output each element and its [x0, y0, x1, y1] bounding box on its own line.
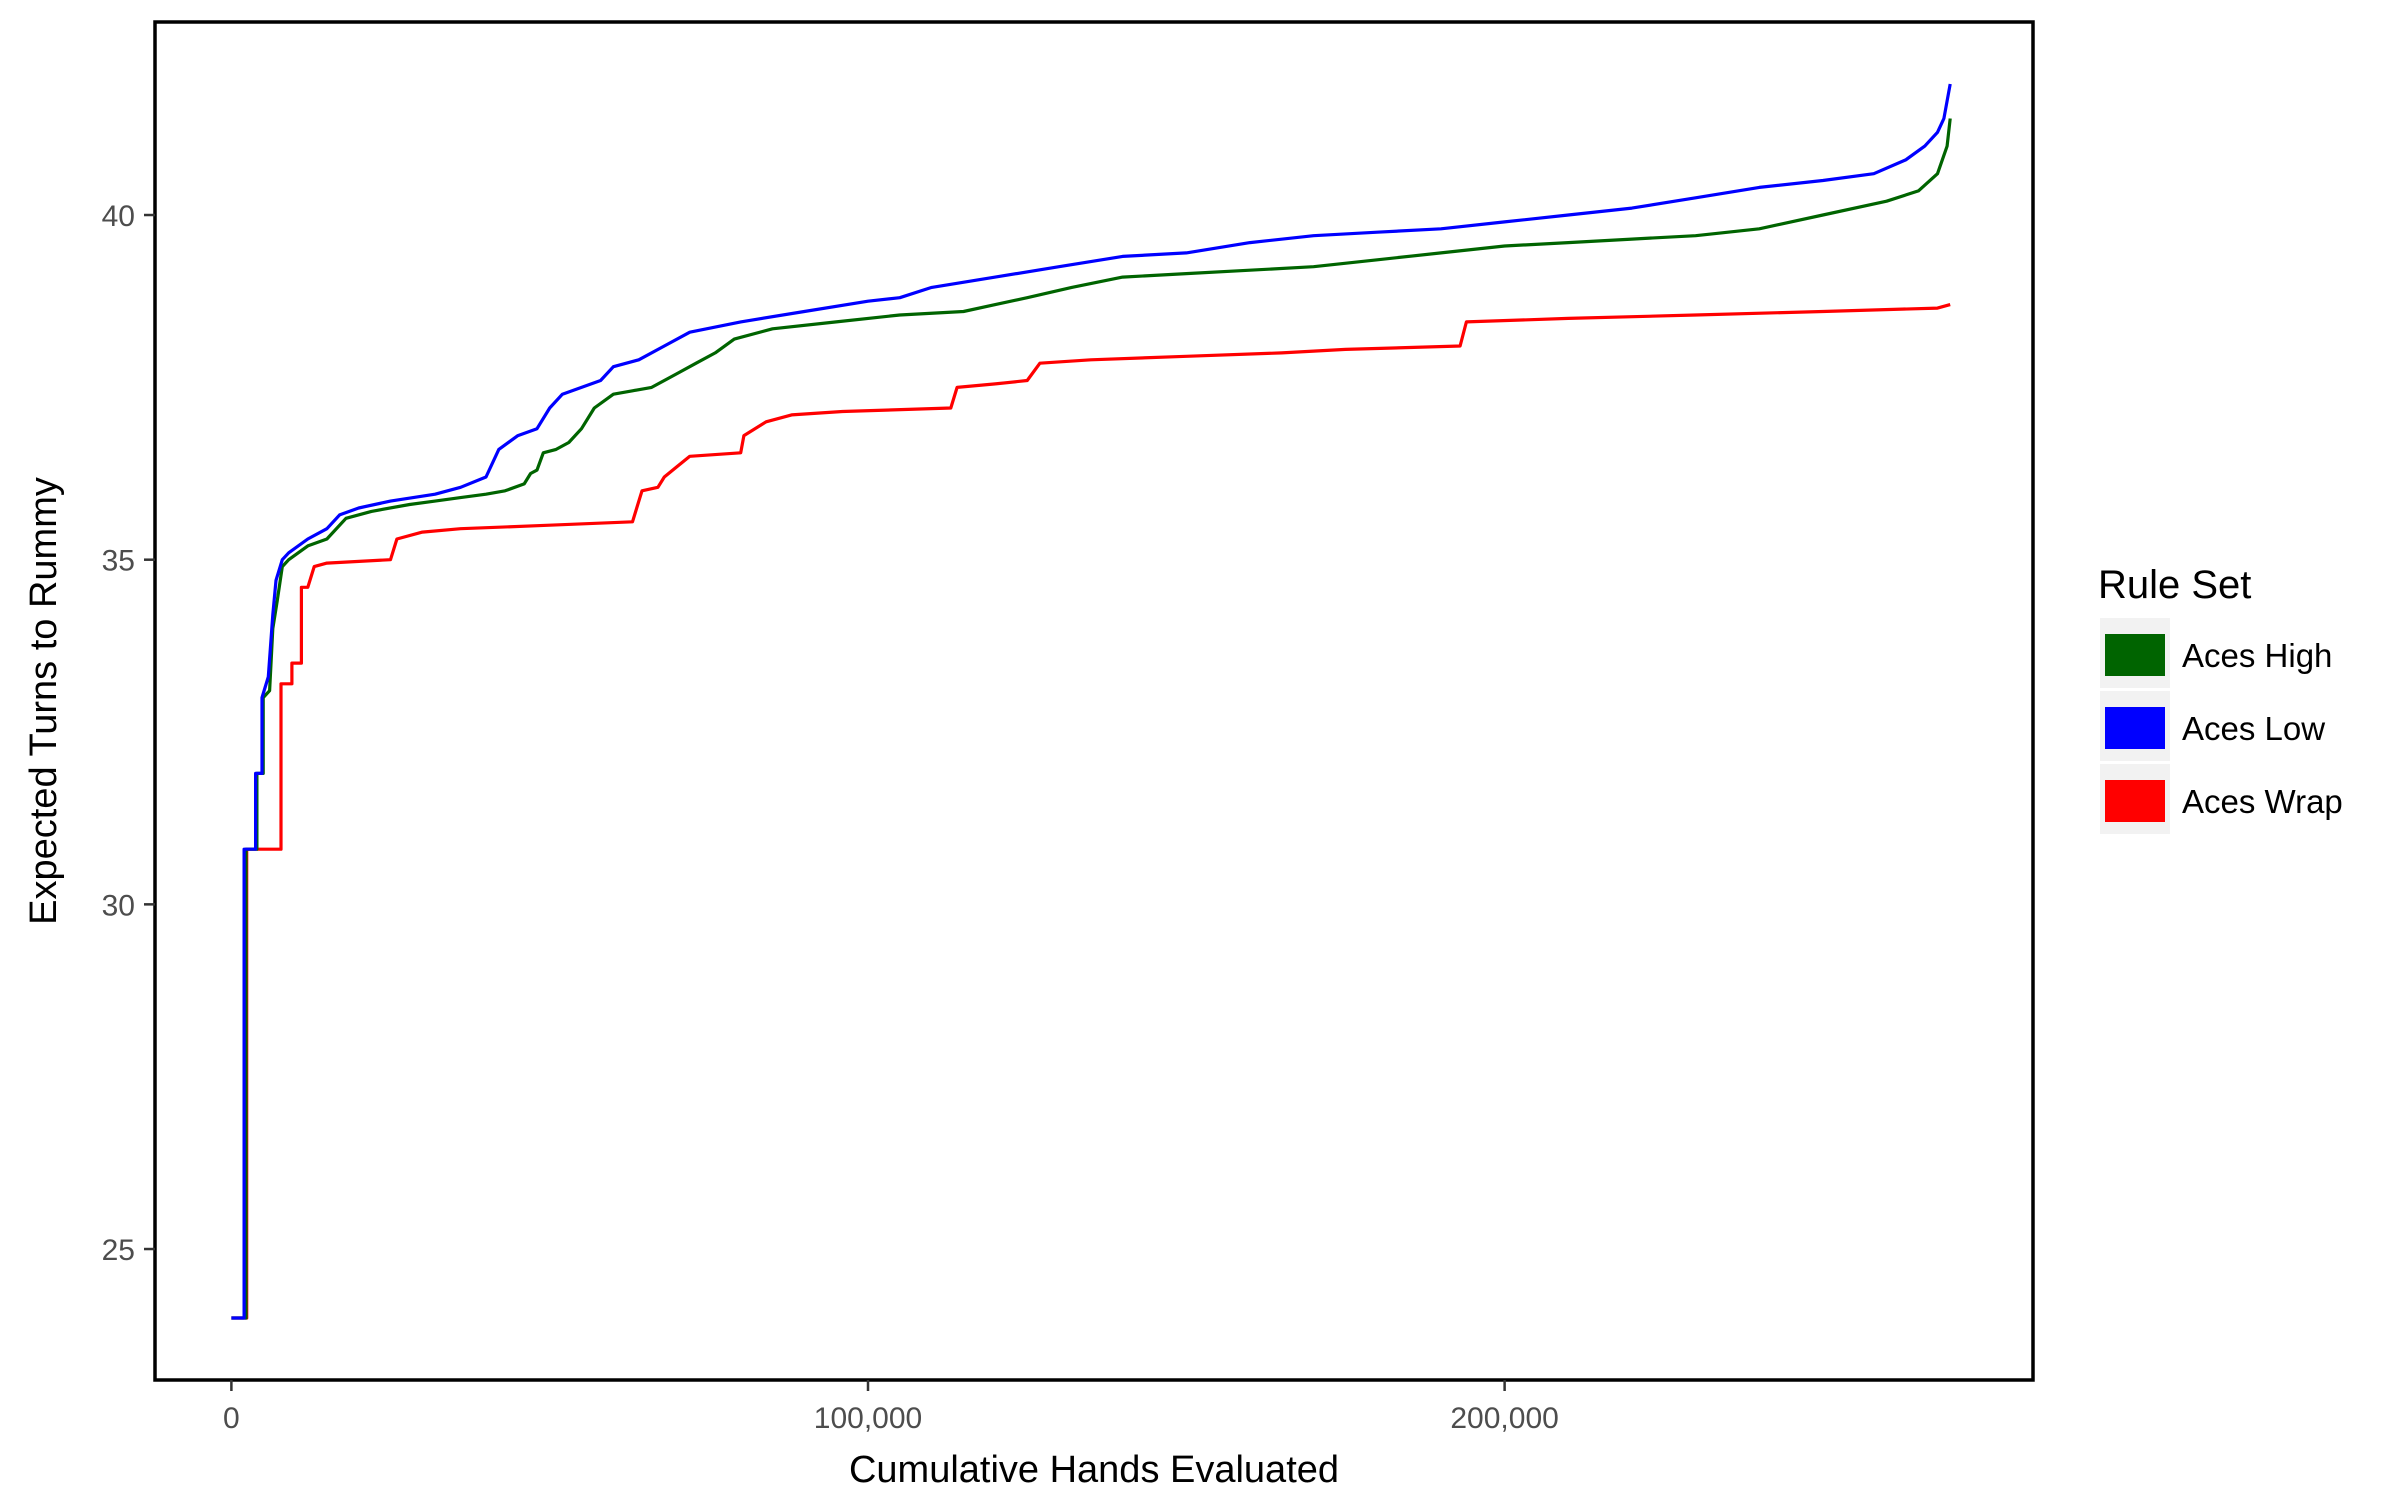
series-line-aces-high — [231, 118, 1952, 1320]
legend-label: Aces High — [2182, 637, 2332, 674]
legend-title: Rule Set — [2098, 563, 2251, 607]
legend-swatch-aces-wrap — [2105, 780, 2165, 822]
x-tick-label: 100,000 — [814, 1402, 922, 1435]
y-axis: 25 30 35 40 — [102, 200, 155, 1267]
series-line-aces-low — [231, 83, 1952, 1320]
legend-swatch-aces-low — [2105, 707, 2165, 749]
y-tick-label: 35 — [102, 545, 135, 578]
plot-panel-background — [155, 22, 2033, 1380]
plot-panel-border — [153, 20, 2035, 1382]
legend-label: Aces Low — [2182, 710, 2325, 747]
legend-swatch-aces-high — [2105, 634, 2165, 676]
series-line-aces-wrap — [231, 303, 1951, 1320]
x-axis-title: Cumulative Hands Evaluated — [849, 1449, 1339, 1491]
y-tick-label: 30 — [102, 889, 135, 922]
x-tick-label: 0 — [223, 1402, 240, 1435]
series-layer — [231, 83, 1952, 1320]
y-axis-title: Expected Turns to Rummy — [23, 477, 65, 925]
plot-area — [153, 20, 2035, 1382]
y-tick-label: 25 — [102, 1234, 135, 1267]
legend-label: Aces Wrap — [2182, 783, 2343, 820]
y-tick-label: 40 — [102, 200, 135, 233]
x-tick-label: 200,000 — [1450, 1402, 1558, 1435]
x-axis: 0 100,000 200,000 — [223, 1380, 1559, 1435]
legend: Rule Set Aces High Aces Low Aces Wrap — [2098, 563, 2343, 834]
